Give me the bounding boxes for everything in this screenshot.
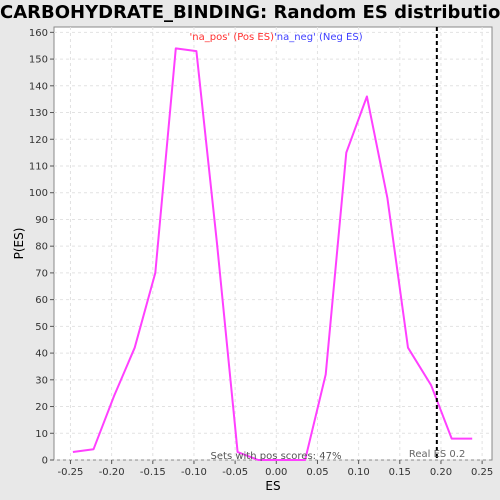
legend-neg-label: 'na_neg' (Neg ES) xyxy=(274,32,363,43)
x-tick-label: 0.20 xyxy=(430,467,452,478)
y-tick-label: 80 xyxy=(35,242,48,253)
y-tick-label: 130 xyxy=(29,108,48,119)
y-tick-label: 120 xyxy=(29,135,48,146)
y-tick-label: 50 xyxy=(35,322,48,333)
y-tick-label: 140 xyxy=(29,81,48,92)
y-tick-label: 160 xyxy=(29,28,48,39)
x-tick-label: 0.15 xyxy=(389,467,411,478)
x-tick-label: 0.05 xyxy=(306,467,328,478)
x-tick-label: -0.15 xyxy=(140,467,166,478)
y-tick-label: 110 xyxy=(29,161,48,172)
x-tick-label: 0.25 xyxy=(471,467,493,478)
x-tick-label: -0.10 xyxy=(181,467,207,478)
y-tick-label: 90 xyxy=(35,215,48,226)
y-tick-label: 70 xyxy=(35,268,48,279)
x-tick-label: -0.05 xyxy=(222,467,248,478)
real-es-label: Real ES 0.2 xyxy=(409,449,465,460)
x-axis-label: ES xyxy=(265,479,280,493)
x-tick-label: -0.25 xyxy=(58,467,84,478)
y-tick-label: 20 xyxy=(35,402,48,413)
y-tick-label: 150 xyxy=(29,55,48,66)
y-tick-label: 10 xyxy=(35,429,48,440)
y-axis-label: P(ES) xyxy=(12,228,26,260)
legend-pos-label: 'na_pos' (Pos ES) xyxy=(190,32,275,43)
y-tick-label: 30 xyxy=(35,375,48,386)
y-tick-label: 40 xyxy=(35,349,48,360)
chart-title: CARBOHYDRATE_BINDING: Random ES distribu… xyxy=(0,2,500,23)
x-tick-label: 0.00 xyxy=(265,467,287,478)
y-tick-label: 0 xyxy=(42,456,48,467)
y-tick-label: 60 xyxy=(35,295,48,306)
y-tick-label: 100 xyxy=(29,188,48,199)
pos-scores-annotation: Sets with pos scores: 47% xyxy=(211,451,342,462)
x-tick-label: 0.10 xyxy=(347,467,369,478)
x-tick-label: -0.20 xyxy=(99,467,125,478)
series-line xyxy=(72,47,473,461)
plot-area xyxy=(53,26,493,461)
